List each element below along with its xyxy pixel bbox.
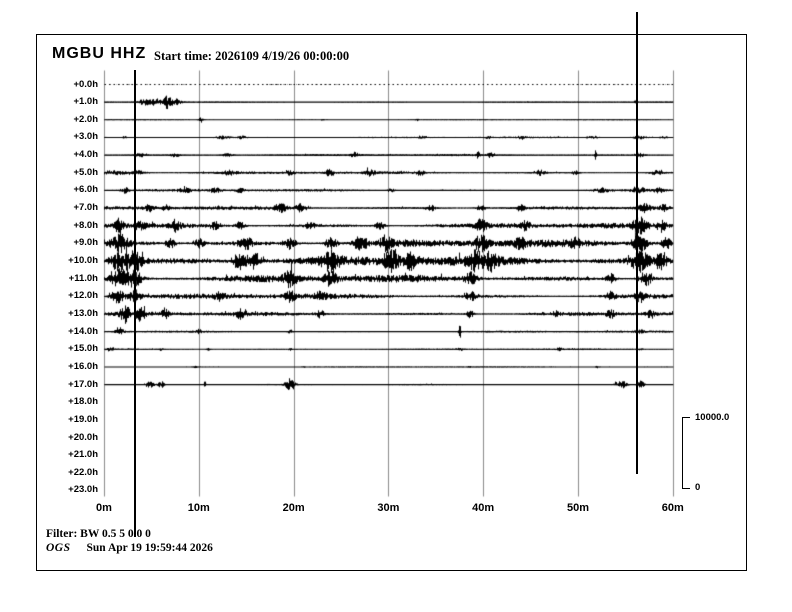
agency-label: OGS (46, 542, 71, 554)
hour-label: +2.0h (73, 113, 98, 125)
minute-label: 30m (377, 502, 400, 514)
hour-label: +8.0h (73, 219, 98, 231)
hour-label: +17.0h (68, 378, 98, 390)
minute-label: 0m (96, 502, 112, 514)
hour-label: +22.0h (68, 466, 98, 478)
time-cursor-line-left[interactable] (134, 70, 136, 537)
minute-label: 10m (187, 502, 210, 514)
hour-label: +16.0h (68, 360, 98, 372)
amplitude-scale-bracket (682, 417, 690, 489)
hour-label: +23.0h (68, 484, 98, 496)
hour-label: +10.0h (68, 255, 98, 267)
minute-label: 60m (661, 502, 684, 514)
hour-label: +21.0h (68, 449, 98, 461)
hour-label: +15.0h (68, 343, 98, 355)
hour-label: +4.0h (73, 149, 98, 161)
footer-timestamp-line: OGS Sun Apr 19 19:59:44 2026 (46, 542, 213, 554)
hour-axis-labels: +0.0h +1.0h +2.0h +3.0h +4.0h +5.0h +6.0h +7.0h… (36, 0, 102, 612)
timestamp-label: Sun Apr 19 19:59:44 2026 (86, 542, 213, 554)
hour-label: +6.0h (73, 184, 98, 196)
time-cursor-line-right[interactable] (636, 12, 638, 474)
hour-label: +1.0h (73, 96, 98, 108)
minute-label: 50m (566, 502, 590, 514)
hour-label: +3.0h (73, 131, 98, 143)
hour-label: +19.0h (68, 413, 98, 425)
hour-label: +5.0h (73, 166, 98, 178)
hour-label: +0.0h (73, 78, 98, 90)
hour-label: +13.0h (68, 307, 98, 319)
start-time-label: Start time: 2026109 4/19/26 00:00:00 (154, 49, 350, 63)
hour-label: +11.0h (68, 272, 98, 284)
hour-label: +14.0h (68, 325, 98, 337)
filter-info: Filter: BW 0.5 5 0.0 0 (46, 528, 151, 540)
hour-label: +9.0h (73, 237, 98, 249)
hour-label: +20.0h (68, 431, 98, 443)
hour-label: +7.0h (73, 202, 98, 214)
amplitude-scale-max: 10000.0 (695, 412, 730, 423)
plot-frame (36, 34, 747, 571)
hour-label: +12.0h (68, 290, 98, 302)
minute-label: 20m (282, 502, 305, 514)
hour-label: +18.0h (68, 396, 98, 408)
station-title: MGBU HHZ (52, 45, 147, 62)
minute-label: 40m (472, 502, 495, 514)
amplitude-scale-min: 0 (695, 482, 701, 493)
